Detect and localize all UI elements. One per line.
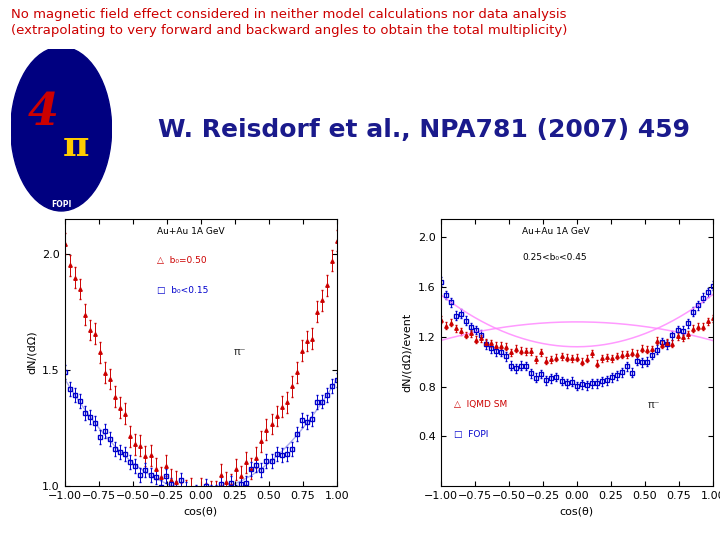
- Text: △  IQMD SM: △ IQMD SM: [454, 401, 508, 409]
- X-axis label: cos(θ): cos(θ): [184, 507, 218, 516]
- Text: 0.25<b₀<0.45: 0.25<b₀<0.45: [522, 253, 587, 262]
- Text: □  FOPI: □ FOPI: [454, 430, 488, 439]
- Text: π⁻: π⁻: [647, 401, 660, 410]
- Text: □  b₀<0.15: □ b₀<0.15: [158, 286, 209, 294]
- Text: Au+Au 1A GeV: Au+Au 1A GeV: [158, 227, 225, 236]
- Text: π: π: [63, 129, 89, 163]
- Text: (extrapolating to very forward and backward angles to obtain the total multiplic: (extrapolating to very forward and backw…: [11, 24, 567, 37]
- Text: π⁻: π⁻: [233, 347, 246, 357]
- Text: Au+Au 1A GeV: Au+Au 1A GeV: [522, 227, 590, 236]
- Y-axis label: dN/(dΩ)/event: dN/(dΩ)/event: [402, 313, 413, 392]
- X-axis label: cos(θ): cos(θ): [559, 507, 594, 516]
- Text: W. Reisdorf et al., NPA781 (2007) 459: W. Reisdorf et al., NPA781 (2007) 459: [158, 118, 690, 141]
- Ellipse shape: [11, 47, 112, 211]
- Text: △  b₀=0.50: △ b₀=0.50: [158, 256, 207, 265]
- Text: FOPI: FOPI: [51, 200, 71, 209]
- Text: No magnetic field effect considered in neither model calculations nor data analy: No magnetic field effect considered in n…: [11, 8, 567, 21]
- Text: 4: 4: [27, 91, 58, 134]
- Y-axis label: dN/(dΩ): dN/(dΩ): [27, 330, 37, 374]
